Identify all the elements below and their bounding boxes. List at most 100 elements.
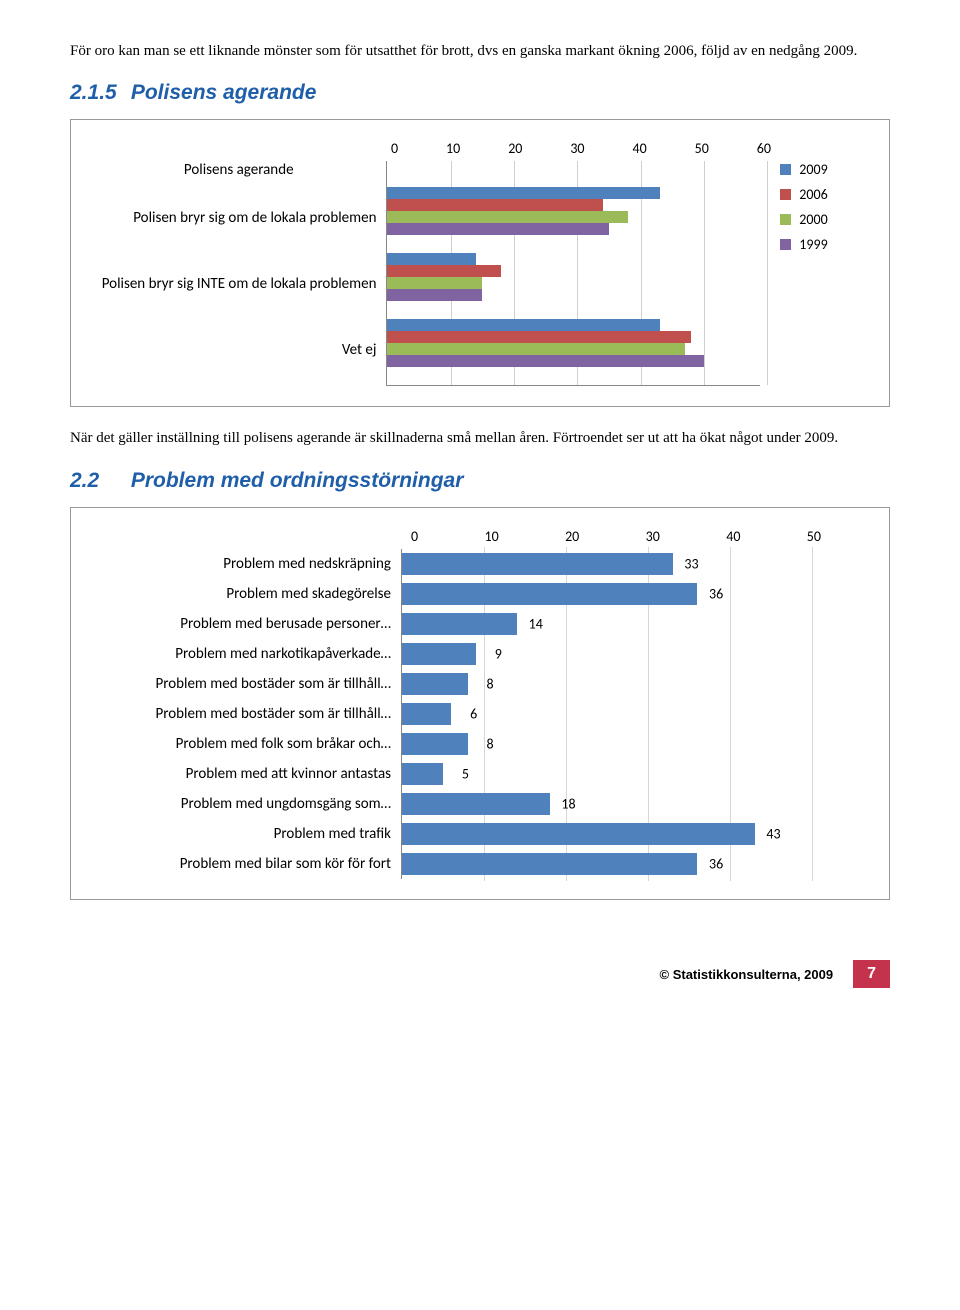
- chart1-bar: [387, 211, 628, 223]
- chart2-bar: 33: [402, 553, 673, 575]
- section-num: 2.2: [70, 469, 125, 493]
- chart2-category-label: Problem med att kvinnor antastas: [101, 765, 401, 783]
- chart2-x-tick: 0: [411, 528, 418, 545]
- chart2-category-label: Problem med narkotikapåverkade…: [101, 645, 401, 663]
- chart2-bar: 36: [402, 853, 697, 875]
- chart1-bar-group: [387, 319, 760, 367]
- chart2-category-label: Problem med skadegörelse: [101, 585, 401, 603]
- chart2-row: Problem med bostäder som är tillhåll…8: [101, 669, 859, 699]
- chart1-x-tick: 60: [757, 140, 771, 157]
- chart2-category-label: Problem med bostäder som är tillhåll…: [101, 705, 401, 723]
- chart2-x-tick: 20: [565, 528, 579, 545]
- chart1-bar: [387, 355, 704, 367]
- chart2-bar-area: 36: [401, 579, 811, 609]
- chart1-bar-group: [387, 253, 760, 301]
- chart2-bar-area: 33: [401, 549, 811, 579]
- chart2-value-label: 33: [684, 556, 698, 573]
- chart1-plot-area: [386, 161, 760, 386]
- chart2-bar-area: 8: [401, 669, 811, 699]
- chart1-legend-item: 2006: [780, 186, 859, 203]
- chart2-category-label: Problem med trafik: [101, 825, 401, 843]
- chart1-bar: [387, 223, 609, 235]
- footer-copyright: © Statistikkonsulterna, 2009: [660, 967, 834, 982]
- chart2-x-tick: 30: [646, 528, 660, 545]
- chart2-bar: 5: [402, 763, 443, 785]
- chart2-value-label: 36: [709, 586, 723, 603]
- chart2-bar: 36: [402, 583, 697, 605]
- chart1-x-tick: 30: [570, 140, 584, 157]
- chart1-bar: [387, 253, 476, 265]
- chart1-bar: [387, 265, 501, 277]
- legend-swatch: [780, 164, 791, 175]
- chart1-x-tick: 0: [391, 140, 398, 157]
- legend-swatch: [780, 189, 791, 200]
- chart2-row: Problem med trafik 43: [101, 819, 859, 849]
- chart2-bar: 8: [402, 673, 468, 695]
- section-title: Polisens agerande: [131, 81, 317, 104]
- chart2-row: Problem med skadegörelse36: [101, 579, 859, 609]
- chart1-category-label: Polisen bryr sig INTE om de lokala probl…: [101, 251, 376, 317]
- chart2-x-tick: 10: [484, 528, 498, 545]
- chart2-bar: 8: [402, 733, 468, 755]
- chart2-row: Problem med nedskräpning33: [101, 549, 859, 579]
- chart2-category-label: Problem med berusade personer…: [101, 615, 401, 633]
- chart2-value-label: 14: [529, 616, 543, 633]
- chart1-x-tick: 20: [508, 140, 522, 157]
- chart1-x-tick: 10: [446, 140, 460, 157]
- footer-page-number: 7: [853, 960, 890, 988]
- chart2-x-tick: 40: [726, 528, 740, 545]
- chart1-bar: [387, 187, 659, 199]
- chart2-category-label: Problem med bostäder som är tillhåll…: [101, 675, 401, 693]
- chart1-x-tick: 40: [632, 140, 646, 157]
- legend-label: 2006: [799, 186, 827, 203]
- chart2-category-label: Problem med nedskräpning: [101, 555, 401, 573]
- chart1-bar: [387, 331, 691, 343]
- legend-label: 1999: [799, 236, 827, 253]
- chart2-row: Problem med folk som bråkar och…8: [101, 729, 859, 759]
- chart2-bar-area: 8: [401, 729, 811, 759]
- chart2-value-label: 6: [470, 706, 477, 723]
- chart-ordningsstorningar: 01020304050 Problem med nedskräpning33Pr…: [70, 507, 890, 900]
- chart1-bar: [387, 199, 602, 211]
- chart1-category-label: Vet ej: [101, 317, 376, 383]
- chart2-bar: 6: [402, 703, 451, 725]
- chart2-category-label: Problem med folk som bråkar och…: [101, 735, 401, 753]
- chart2-plot-area: Problem med nedskräpning33Problem med sk…: [101, 549, 859, 879]
- chart1-legend: 2009200620001999: [780, 161, 859, 261]
- intro-paragraph: För oro kan man se ett liknande mönster …: [70, 40, 890, 63]
- chart2-bar: 18: [402, 793, 550, 815]
- chart2-row: Problem med ungdomsgäng som…18: [101, 789, 859, 819]
- chart1-x-axis: 0 10 20 30 40 50 60: [391, 140, 771, 157]
- chart2-value-label: 43: [766, 826, 780, 843]
- chart2-bar: 14: [402, 613, 517, 635]
- chart1-category-labels: Polisens agerande Polisen bryr sig om de…: [101, 161, 386, 383]
- chart1-bar: [387, 289, 482, 301]
- chart2-value-label: 8: [486, 736, 493, 753]
- chart2-x-tick: 50: [807, 528, 821, 545]
- chart2-row: Problem med att kvinnor antastas5: [101, 759, 859, 789]
- chart2-value-label: 18: [561, 796, 575, 813]
- section-title: Problem med ordningsstörningar: [131, 469, 464, 492]
- chart2-value-label: 36: [709, 856, 723, 873]
- chart2-bar-area: 9: [401, 639, 811, 669]
- chart2-bar: 9: [402, 643, 476, 665]
- chart2-category-label: Problem med ungdomsgäng som…: [101, 795, 401, 813]
- legend-swatch: [780, 214, 791, 225]
- chart1-x-tick: 50: [695, 140, 709, 157]
- chart2-bar-area: 36: [401, 849, 811, 879]
- section-heading-2: 2.2 Problem med ordningsstörningar: [70, 469, 890, 493]
- chart-polisens-agerande: 0 10 20 30 40 50 60 Polisens agerande Polisen …: [70, 119, 890, 407]
- chart1-category-label: Polisen bryr sig om de lokala problemen: [101, 185, 376, 251]
- chart2-row: Problem med bilar som kör för fort36: [101, 849, 859, 879]
- section-heading-1: 2.1.5 Polisens agerande: [70, 81, 890, 105]
- chart1-legend-item: 1999: [780, 236, 859, 253]
- legend-label: 2000: [799, 211, 827, 228]
- chart2-value-label: 5: [462, 766, 469, 783]
- mid-paragraph: När det gäller inställning till polisens…: [70, 427, 890, 450]
- chart2-row: Problem med berusade personer…14: [101, 609, 859, 639]
- page-footer: © Statistikkonsulterna, 2009 7: [70, 960, 890, 988]
- chart1-bar: [387, 319, 659, 331]
- chart2-x-axis: 0 10 20 30 40 50: [411, 528, 821, 545]
- chart1-legend-item: 2000: [780, 211, 859, 228]
- chart1-bar: [387, 343, 685, 355]
